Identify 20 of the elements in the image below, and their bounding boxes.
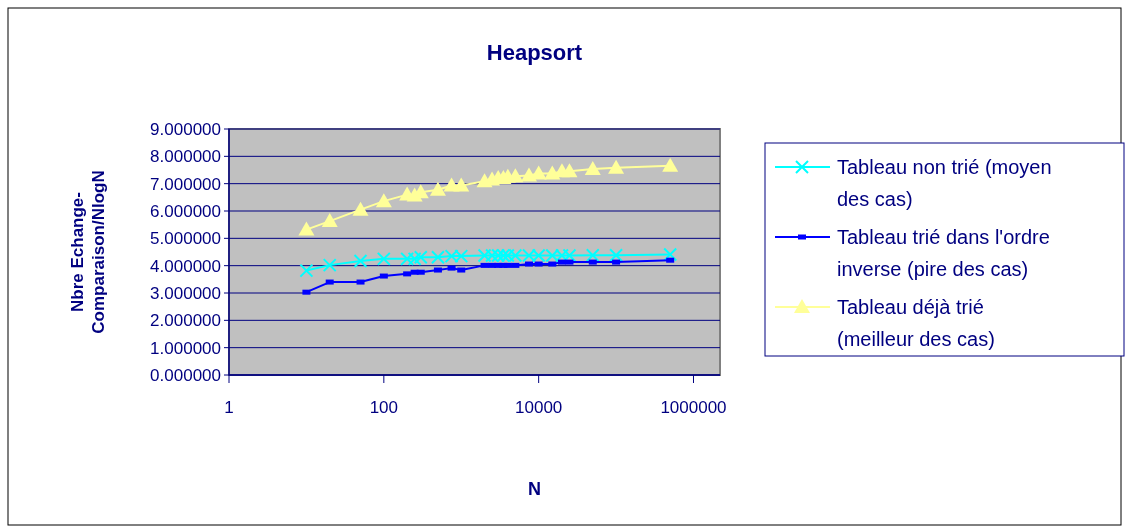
y-tick-label: 1.000000 xyxy=(150,338,221,358)
x-tick-label: 1000000 xyxy=(660,398,727,417)
x-axis-title: N xyxy=(528,479,541,499)
y-tick-label: 9.000000 xyxy=(150,119,221,139)
y-tick-label: 2.000000 xyxy=(150,311,221,331)
legend-label: Tableau non trié (moyen des cas) xyxy=(837,156,1052,210)
y-tick-label: 5.000000 xyxy=(150,229,221,249)
x-tick-label: 100 xyxy=(369,398,399,417)
x-tick-label: 1 xyxy=(224,398,234,417)
y-tick-label: 4.000000 xyxy=(150,256,221,276)
y-tick-label: 0.000000 xyxy=(150,365,221,385)
x-tick-label: 10000 xyxy=(515,398,563,417)
y-tick-label: 8.000000 xyxy=(150,147,221,167)
y-tick-label: 6.000000 xyxy=(150,201,221,221)
legend-label: Tableau déjà trié (meilleur des cas) xyxy=(837,296,995,350)
legend-label: Tableau trié dans l'ordre inverse (pire des cas) xyxy=(837,226,1050,280)
y-axis-title: Nbre Echange-Comparaison/NlogN xyxy=(68,170,108,334)
y-tick-label: 3.000000 xyxy=(150,283,221,303)
chart-title: Heapsort xyxy=(486,40,583,65)
y-tick-label: 7.000000 xyxy=(150,174,221,194)
